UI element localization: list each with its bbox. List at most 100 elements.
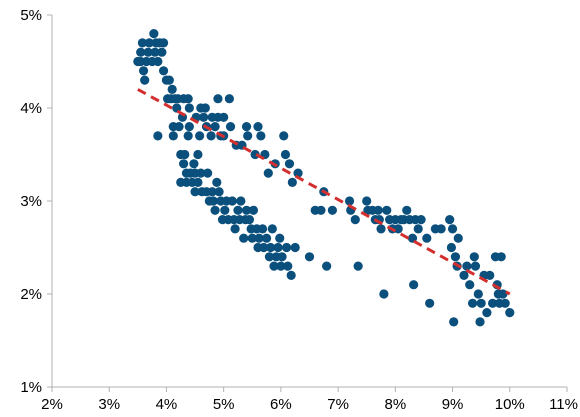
data-point bbox=[230, 224, 240, 234]
data-point bbox=[239, 233, 249, 243]
data-point bbox=[136, 47, 146, 57]
data-point bbox=[190, 187, 200, 197]
data-point bbox=[233, 205, 243, 215]
data-point bbox=[157, 47, 167, 57]
data-point bbox=[263, 168, 273, 178]
data-point bbox=[287, 177, 297, 187]
x-tick-label: 7% bbox=[327, 396, 349, 413]
data-point bbox=[168, 131, 178, 141]
x-tick-label: 4% bbox=[156, 396, 178, 413]
data-point bbox=[353, 261, 363, 271]
x-tick-label: 2% bbox=[41, 396, 63, 413]
data-point bbox=[214, 187, 224, 197]
data-point bbox=[212, 177, 222, 187]
data-point bbox=[207, 187, 217, 197]
data-point bbox=[158, 66, 169, 76]
data-point bbox=[264, 252, 275, 262]
data-point bbox=[153, 131, 163, 141]
data-point bbox=[227, 196, 237, 206]
data-point bbox=[290, 242, 300, 253]
data-point bbox=[425, 298, 435, 308]
x-axis-ticks: 2% 3% 4% 5% 6% 7% 8% 9% 10% 11% bbox=[41, 387, 578, 413]
data-point bbox=[164, 75, 174, 85]
data-point bbox=[496, 252, 506, 262]
y-tick-label: 4% bbox=[20, 100, 42, 117]
data-point bbox=[350, 215, 360, 225]
data-point bbox=[144, 38, 154, 48]
data-point bbox=[193, 177, 203, 187]
data-point bbox=[465, 280, 475, 290]
data-point bbox=[241, 205, 252, 215]
data-point bbox=[462, 261, 472, 271]
data-point bbox=[269, 261, 279, 271]
data-point bbox=[243, 131, 253, 141]
data-point bbox=[416, 215, 426, 225]
data-point bbox=[153, 56, 163, 67]
data-point bbox=[143, 47, 153, 57]
x-tick-label: 5% bbox=[213, 396, 235, 413]
data-point bbox=[137, 38, 148, 48]
data-point bbox=[449, 317, 459, 327]
data-point bbox=[183, 94, 193, 104]
data-point bbox=[199, 112, 209, 122]
data-point bbox=[344, 196, 355, 206]
data-point bbox=[183, 131, 193, 141]
data-point bbox=[203, 168, 213, 178]
trendline bbox=[137, 88, 511, 296]
data-point bbox=[473, 289, 483, 299]
data-point bbox=[193, 149, 203, 160]
data-point bbox=[316, 205, 326, 215]
data-point bbox=[505, 308, 515, 318]
data-point bbox=[286, 270, 296, 280]
data-point bbox=[393, 224, 403, 234]
data-point bbox=[282, 242, 292, 253]
data-point bbox=[149, 28, 159, 39]
data-point bbox=[236, 196, 246, 206]
y-tick-label: 2% bbox=[20, 286, 42, 303]
data-point bbox=[373, 205, 383, 215]
data-point bbox=[247, 233, 257, 243]
data-point bbox=[293, 168, 303, 178]
data-point bbox=[275, 233, 285, 243]
x-tick-label: 11% bbox=[549, 396, 578, 413]
data-point bbox=[206, 131, 216, 141]
data-point bbox=[436, 224, 446, 234]
y-tick-label: 1% bbox=[20, 379, 42, 396]
x-tick-label: 10% bbox=[495, 396, 525, 413]
data-point bbox=[244, 215, 255, 225]
data-point bbox=[253, 122, 263, 132]
data-point bbox=[469, 252, 479, 262]
data-point bbox=[409, 280, 419, 290]
data-point bbox=[447, 224, 458, 234]
data-point bbox=[284, 159, 295, 169]
data-point bbox=[422, 233, 432, 243]
data-point bbox=[276, 261, 286, 271]
data-point bbox=[482, 308, 492, 318]
data-point bbox=[210, 122, 220, 132]
data-point bbox=[195, 131, 205, 141]
x-tick-label: 3% bbox=[98, 396, 120, 413]
data-point bbox=[219, 112, 229, 122]
data-point bbox=[376, 224, 386, 234]
data-point bbox=[224, 94, 234, 104]
data-point bbox=[382, 205, 392, 215]
y-tick-label: 3% bbox=[20, 193, 42, 210]
data-point bbox=[208, 196, 218, 206]
data-point bbox=[402, 205, 412, 215]
data-point bbox=[184, 103, 194, 113]
data-point bbox=[261, 233, 272, 243]
data-point bbox=[488, 298, 498, 308]
data-point bbox=[184, 122, 194, 132]
data-point bbox=[446, 242, 457, 253]
y-axis-ticks: 1% 2% 3% 4% 5% bbox=[20, 7, 52, 396]
data-point bbox=[267, 224, 277, 234]
data-point bbox=[379, 289, 389, 299]
data-point bbox=[213, 94, 223, 104]
data-point bbox=[467, 298, 478, 308]
data-point bbox=[167, 84, 177, 94]
data-point bbox=[225, 122, 236, 132]
data-point bbox=[150, 47, 160, 57]
data-point bbox=[475, 317, 485, 327]
data-point bbox=[259, 242, 269, 253]
